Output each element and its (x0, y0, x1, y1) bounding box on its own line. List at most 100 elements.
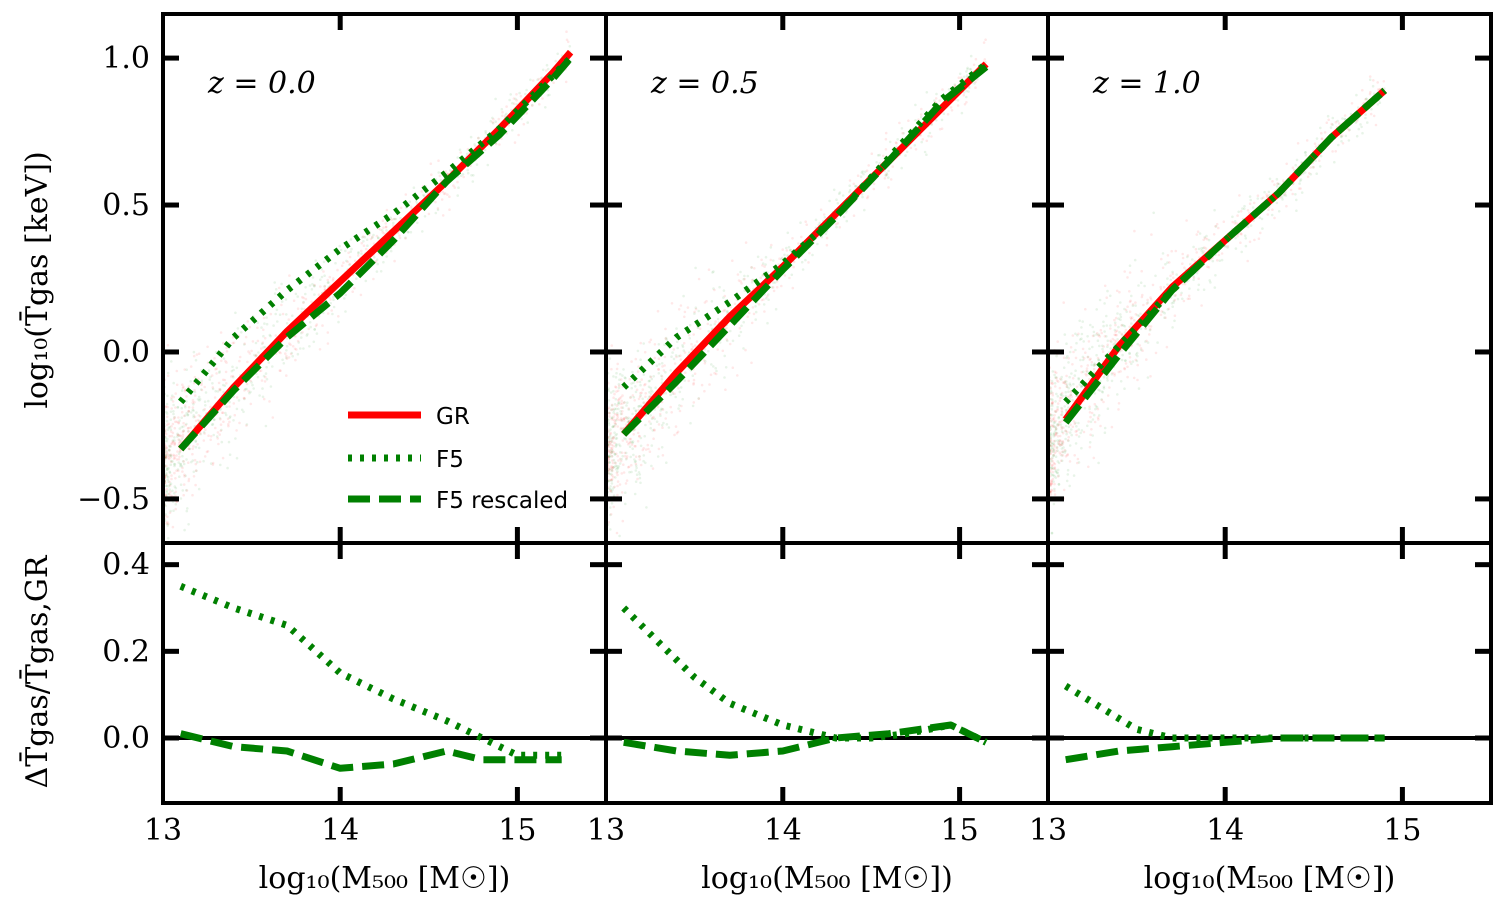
scatter-point (623, 401, 626, 404)
scatter-point (1051, 402, 1054, 406)
scatter-point (1095, 308, 1098, 311)
scatter-point (725, 338, 729, 341)
scatter-point (262, 334, 265, 338)
scatter-point (1060, 375, 1063, 379)
scatter-point (269, 385, 273, 388)
scatter-point (200, 379, 204, 383)
scatter-point (1056, 402, 1060, 405)
scatter-point (471, 180, 475, 183)
scatter-point (905, 150, 909, 154)
scatter-point (1092, 334, 1096, 337)
scatter-point (177, 458, 181, 461)
scatter-point (1133, 229, 1136, 233)
scatter-point (643, 434, 646, 438)
scatter-point (321, 324, 324, 327)
scatter-point (444, 170, 448, 173)
scatter-point (219, 429, 223, 433)
scatter-point (649, 392, 653, 396)
scatter-point (178, 475, 181, 479)
scatter-point (756, 255, 760, 259)
scatter-point (607, 458, 611, 462)
scatter-point (947, 88, 951, 91)
scatter-point (800, 260, 804, 264)
scatter-point (184, 474, 187, 478)
scatter-point (1336, 119, 1339, 123)
scatter-point (1069, 346, 1073, 349)
scatter-point (187, 479, 190, 483)
scatter-point (1087, 420, 1090, 423)
scatter-point (1105, 324, 1109, 327)
scatter-point (260, 326, 263, 329)
scatter-point (635, 473, 639, 477)
scatter-point (661, 426, 664, 430)
scatter-point (1060, 447, 1064, 450)
scatter-point (231, 374, 235, 378)
scatter-point (1052, 454, 1055, 457)
scatter-point (1137, 284, 1140, 287)
y-tick-label: 0.0 (102, 721, 150, 756)
scatter-point (644, 423, 647, 427)
scatter-point (1069, 393, 1072, 397)
scatter-point (1299, 187, 1302, 190)
scatter-point (622, 419, 626, 422)
scatter-point (1068, 382, 1072, 386)
scatter-point (615, 452, 618, 456)
scatter-point (769, 246, 773, 249)
scatter-point (183, 473, 186, 477)
scatter-point (647, 395, 651, 399)
scatter-point (227, 440, 231, 444)
scatter-point (1092, 456, 1096, 460)
scatter-point (618, 384, 621, 388)
scatter-point (1052, 432, 1056, 435)
scatter-point (554, 59, 557, 63)
scatter-point (1295, 158, 1299, 162)
scatter-point (304, 292, 307, 296)
scatter-point (285, 354, 288, 358)
scatter-point (1118, 290, 1121, 294)
y-axis-title-top: log₁₀(T̄gas [keV]) (19, 151, 55, 408)
y-tick-label: 1.0 (102, 41, 150, 76)
scatter-point (207, 399, 210, 403)
scatter-point (638, 395, 642, 399)
scatter-point (226, 466, 229, 470)
scatter-point (723, 376, 726, 379)
scatter-point (780, 284, 783, 288)
scatter-point (568, 45, 572, 48)
scatter-point (1067, 425, 1071, 429)
scatter-point (1337, 122, 1341, 125)
scatter-point (920, 107, 923, 111)
scatter-point (742, 277, 745, 281)
scatter-point (1202, 250, 1205, 253)
scatter-point (709, 323, 713, 327)
scatter-point (273, 292, 277, 295)
scatter-point (564, 80, 568, 84)
scatter-point (1139, 312, 1142, 316)
scatter-point (1050, 489, 1053, 493)
scatter-point (448, 208, 451, 211)
scatter-point (1213, 208, 1216, 212)
scatter-point (860, 192, 864, 196)
scatter-point (1124, 308, 1128, 312)
scatter-point (804, 258, 807, 262)
scatter-point (651, 467, 655, 470)
scatter-point (1055, 371, 1058, 375)
scatter-point (616, 454, 619, 458)
scatter-point (681, 344, 684, 347)
scatter-point (1097, 388, 1100, 392)
scatter-point (1159, 285, 1162, 289)
scatter-point (683, 315, 686, 319)
scatter-point (187, 410, 190, 413)
scatter-point (1130, 362, 1133, 366)
scatter-point (329, 298, 332, 301)
scatter-point (1124, 362, 1128, 365)
scatter-point (861, 195, 864, 199)
scatter-point (678, 390, 682, 394)
scatter-point (613, 441, 616, 445)
scatter-point (1331, 123, 1334, 126)
scatter-point (254, 341, 258, 345)
scatter-point (972, 63, 976, 67)
scatter-point (1201, 251, 1204, 255)
scatter-point (1340, 135, 1343, 139)
scatter-point (186, 507, 189, 510)
scatter-point (1128, 271, 1132, 274)
